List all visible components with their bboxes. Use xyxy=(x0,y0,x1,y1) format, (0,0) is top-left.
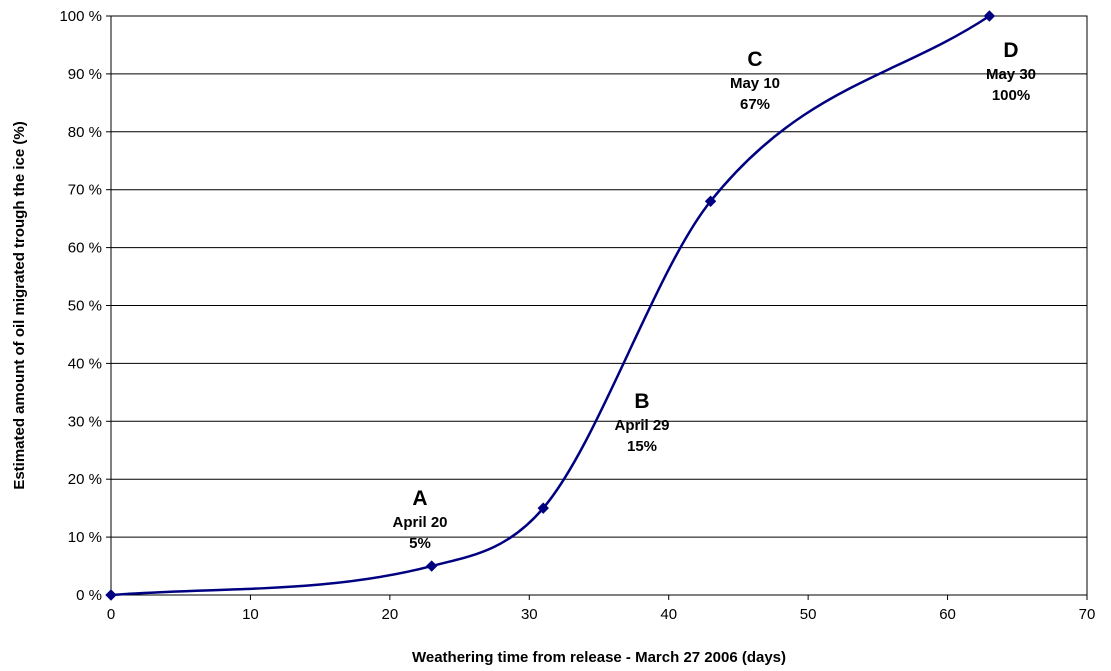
data-point-marker xyxy=(704,195,717,207)
annotation-date: May 10 xyxy=(730,75,780,92)
annotation-value: 15% xyxy=(627,438,657,455)
data-point-marker xyxy=(537,502,549,514)
annotation-letter: B xyxy=(634,390,649,413)
series-layer xyxy=(105,10,996,601)
annotation-date: April 29 xyxy=(614,417,669,434)
data-point-marker xyxy=(983,10,996,22)
annotation-value: 100% xyxy=(992,87,1030,104)
annotation-date: May 30 xyxy=(986,66,1036,83)
x-tick-label: 30 xyxy=(521,606,538,623)
annotations: A April 20 5% B April 29 15% C May 10 67% D May 30… xyxy=(392,39,1036,552)
annotation-d: D May 30 100% xyxy=(986,39,1036,104)
x-tick-label: 0 xyxy=(107,606,115,623)
y-tick-label: 80 % xyxy=(68,124,102,141)
x-tick-label: 70 xyxy=(1079,606,1096,623)
annotation-c: C May 10 67% xyxy=(730,48,780,113)
annotation-date: April 20 xyxy=(392,514,447,531)
x-tick-label: 50 xyxy=(800,606,817,623)
x-tick-label: 40 xyxy=(660,606,677,623)
annotation-a: A April 20 5% xyxy=(392,487,447,552)
y-tick-label: 90 % xyxy=(68,66,102,83)
annotation-b: B April 29 15% xyxy=(614,390,669,455)
annotation-value: 5% xyxy=(409,535,431,552)
x-tick-label: 20 xyxy=(382,606,399,623)
annotation-letter: C xyxy=(747,48,762,71)
y-tick-label: 10 % xyxy=(68,529,102,546)
series-line xyxy=(110,14,991,597)
annotation-letter: D xyxy=(1003,39,1018,62)
y-tick-label: 40 % xyxy=(68,355,102,372)
y-tick-label: 70 % xyxy=(68,182,102,199)
y-tick-label: 50 % xyxy=(68,298,102,315)
annotation-value: 67% xyxy=(740,96,770,113)
x-tick-label: 10 xyxy=(242,606,259,623)
axis-ticks: 0 % 10 % 20 % 30 % 40 % 50 % 60 % 70 % 80 % 90 % 1… xyxy=(59,8,1095,623)
data-point-marker xyxy=(425,560,438,572)
y-tick-label: 100 % xyxy=(59,8,102,25)
x-axis-title: Weathering time from release - March 27 … xyxy=(412,649,786,666)
y-tick-label: 20 % xyxy=(68,471,102,488)
x-tick-label: 60 xyxy=(939,606,956,623)
data-point-marker xyxy=(105,589,117,601)
gridlines xyxy=(111,73,1087,538)
y-tick-label: 0 % xyxy=(76,587,102,604)
y-axis-title: Estimated amount of oil migrated trough … xyxy=(11,121,28,489)
y-tick-label: 60 % xyxy=(68,240,102,257)
y-tick-label: 30 % xyxy=(68,413,102,430)
annotation-letter: A xyxy=(412,487,427,510)
